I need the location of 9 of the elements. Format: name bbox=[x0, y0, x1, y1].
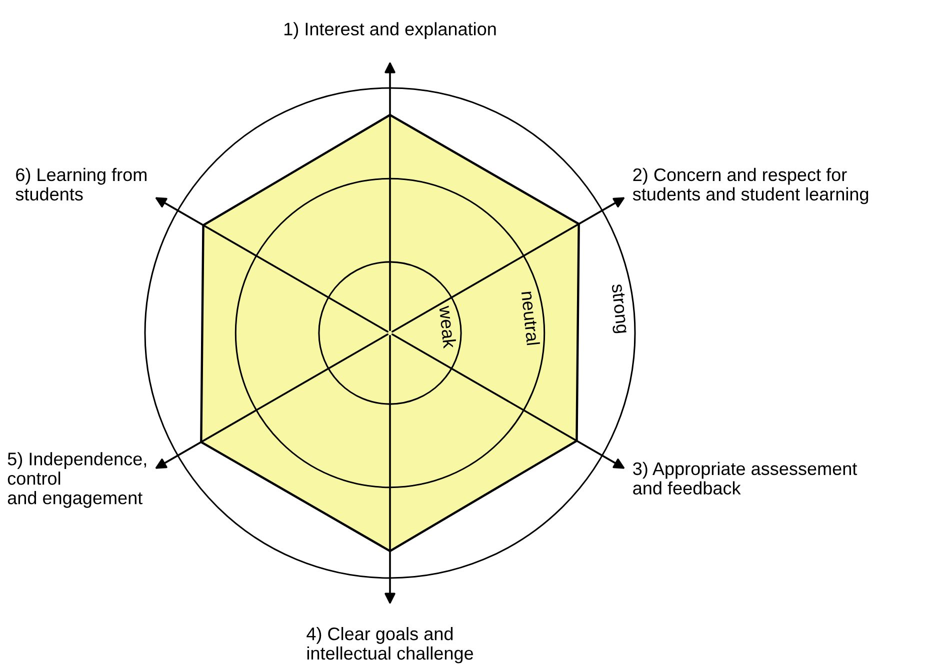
y-tick-label: strong bbox=[608, 284, 629, 334]
spoke-label: 6) Learning from students bbox=[16, 168, 146, 201]
spoke-label: 5) Independence, control and engagement bbox=[8, 452, 146, 508]
spoke-label: 1) Interest and explanation bbox=[284, 22, 496, 39]
y-tick-label: neutral bbox=[521, 291, 540, 346]
spoke-label: 2) Concern and respect for students and student learning bbox=[632, 168, 868, 204]
spoke-label: 4) Clear goals and intellectual challenge bbox=[306, 627, 474, 664]
y-tick-label: weak bbox=[439, 305, 457, 349]
spoke-label: 3) Appropriate assessement and feedback bbox=[633, 462, 858, 495]
